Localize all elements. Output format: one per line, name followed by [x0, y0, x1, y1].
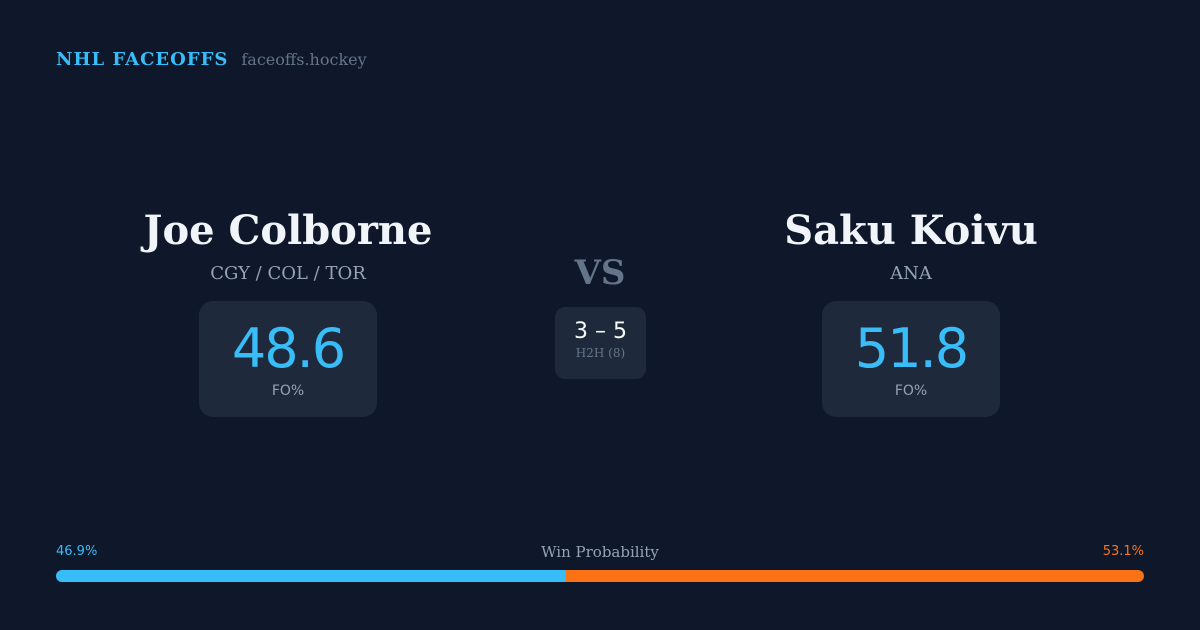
player-left-teams: CGY / COL / TOR — [210, 263, 366, 284]
win-prob-right-label: 53.1% — [1102, 544, 1144, 559]
player-left-card: Joe Colborne CGY / COL / TOR 48.6 FO% — [58, 205, 518, 417]
player-right-stat-box: 51.8 FO% — [822, 301, 1000, 417]
player-right-teams: ANA — [890, 263, 932, 284]
win-prob-right-segment — [566, 570, 1144, 582]
brand-name: NHL FACEOFFS — [56, 49, 229, 70]
player-left-name: Joe Colborne — [143, 207, 433, 254]
player-right-card: Saku Koivu ANA 51.8 FO% — [681, 205, 1141, 417]
win-probability-bar — [56, 570, 1144, 582]
player-right-name: Saku Koivu — [784, 207, 1038, 254]
brand-header: NHL FACEOFFS faceoffs.hockey — [56, 49, 367, 70]
win-prob-title: Win Probability — [541, 543, 659, 561]
win-prob-left-label: 46.9% — [56, 544, 98, 559]
brand-site: faceoffs.hockey — [241, 50, 367, 69]
player-left-fo-label: FO% — [271, 383, 305, 399]
player-right-fo-pct: 51.8 — [854, 317, 969, 380]
versus-label: VS — [574, 253, 626, 293]
player-right-fo-label: FO% — [894, 383, 928, 399]
win-prob-left-segment — [56, 570, 567, 582]
player-left-fo-pct: 48.6 — [231, 317, 346, 380]
h2h-label: H2H (8) — [575, 346, 626, 360]
head-to-head-box: 3 – 5 H2H (8) — [555, 307, 646, 379]
player-left-stat-box: 48.6 FO% — [199, 301, 377, 417]
h2h-score: 3 – 5 — [574, 319, 627, 344]
